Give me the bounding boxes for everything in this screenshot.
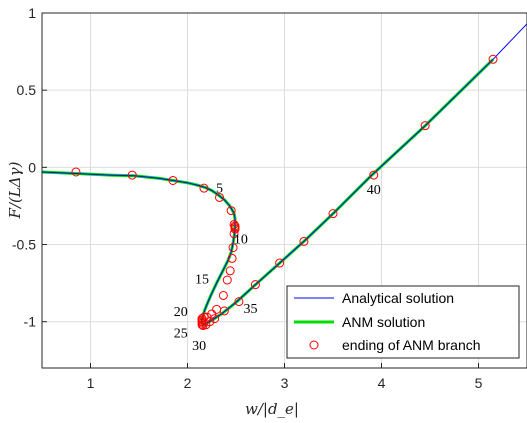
branch-end-marker bbox=[230, 224, 240, 234]
step-annotation: 25 bbox=[174, 327, 188, 342]
legend-label-analytical: Analytical solution bbox=[342, 290, 454, 306]
step-annotation: 20 bbox=[174, 305, 188, 320]
branch-end-marker bbox=[228, 243, 238, 253]
legend-label-markers: ending of ANM branch bbox=[342, 337, 481, 353]
y-axis-label: F/(LΔγ) bbox=[6, 161, 24, 219]
branch-end-marker bbox=[225, 266, 235, 276]
branch-end-marker bbox=[328, 209, 338, 219]
branch-end-marker bbox=[127, 170, 137, 180]
x-axis-label: w/|d_e| bbox=[245, 400, 299, 418]
branch-end-marker bbox=[219, 306, 229, 316]
y-tick-label: 0.5 bbox=[17, 82, 37, 98]
step-annotation: 10 bbox=[234, 232, 248, 247]
branch-end-marker bbox=[234, 297, 244, 307]
x-tick-label: 1 bbox=[87, 375, 95, 391]
branch-end-marker bbox=[420, 121, 430, 131]
y-tick-label: -0.5 bbox=[12, 237, 36, 253]
step-annotation: 35 bbox=[244, 302, 258, 317]
step-annotation: 30 bbox=[192, 339, 206, 354]
x-tick-label: 2 bbox=[184, 375, 192, 391]
step-annotation: 15 bbox=[195, 272, 209, 287]
branch-end-marker bbox=[205, 317, 215, 327]
series-line-analytical bbox=[41, 23, 527, 326]
branch-end-marker bbox=[299, 236, 309, 246]
branch-end-marker bbox=[199, 183, 209, 193]
tick-layer: 1 2 3 4 5 -1 -0.5 0 0.5 1 bbox=[12, 5, 483, 391]
x-tick-label: 5 bbox=[475, 375, 483, 391]
marker-layer bbox=[71, 54, 498, 331]
branch-end-marker bbox=[226, 206, 236, 216]
branch-end-marker bbox=[275, 258, 285, 268]
x-tick-label: 3 bbox=[281, 375, 289, 391]
branch-end-marker bbox=[215, 192, 225, 202]
annotation-layer: 5 10 15 20 25 30 35 40 bbox=[174, 181, 381, 353]
step-annotation: 5 bbox=[216, 181, 223, 196]
x-tick-label: 4 bbox=[378, 375, 386, 391]
y-tick-label: 1 bbox=[28, 5, 36, 21]
branch-end-marker bbox=[168, 175, 178, 185]
y-tick-label: 0 bbox=[28, 159, 36, 175]
series-layer bbox=[41, 23, 527, 327]
branch-end-marker bbox=[488, 54, 498, 64]
branch-end-marker bbox=[71, 167, 81, 177]
branch-end-marker bbox=[369, 170, 379, 180]
legend: Analytical solution ANM solution ending … bbox=[286, 285, 520, 359]
legend-label-anm: ANM solution bbox=[342, 314, 425, 330]
branch-end-marker bbox=[210, 314, 220, 324]
step-annotation: 40 bbox=[367, 183, 381, 198]
branch-end-marker bbox=[227, 253, 237, 263]
branch-end-marker bbox=[222, 275, 232, 285]
branch-end-marker bbox=[250, 280, 260, 290]
branch-end-marker bbox=[229, 229, 239, 239]
y-tick-label: -1 bbox=[24, 314, 37, 330]
branch-end-marker bbox=[197, 320, 207, 330]
branch-end-marker bbox=[218, 290, 228, 300]
legend-swatch-markers bbox=[309, 340, 319, 350]
